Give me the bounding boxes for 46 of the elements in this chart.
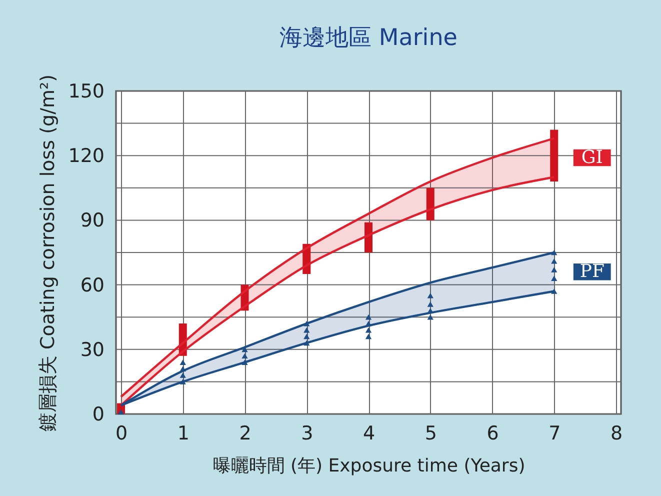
y-tick-label: 0	[92, 404, 104, 426]
point	[304, 327, 310, 333]
point	[365, 314, 372, 320]
point	[304, 340, 310, 346]
x-axis-title: 曝曬時間 (年) Exposure time (Years)	[212, 456, 526, 476]
point	[551, 288, 558, 294]
point	[242, 353, 248, 359]
bar	[550, 130, 558, 182]
x-tick-label: 7	[548, 422, 561, 444]
point	[180, 366, 186, 372]
point	[551, 267, 558, 272]
point	[180, 372, 186, 378]
point	[365, 334, 372, 340]
point	[551, 258, 558, 264]
point	[180, 379, 186, 384]
point	[304, 320, 310, 326]
y-tick-label: 90	[80, 210, 104, 232]
point	[365, 320, 372, 326]
point	[427, 302, 434, 307]
x-tick-label: 0	[115, 422, 128, 444]
bar	[426, 188, 434, 220]
y-axis-title: 鍍層損失 Coating corrosion loss (g/m²)	[37, 74, 60, 432]
x-tick-label: 4	[362, 422, 376, 444]
x-tick-label: 3	[301, 422, 314, 444]
point	[427, 308, 434, 314]
x-tick-label: 1	[177, 422, 190, 444]
point	[365, 327, 372, 333]
point	[180, 360, 186, 365]
point	[304, 334, 310, 340]
x-tick-label: 5	[424, 422, 437, 444]
point	[551, 250, 558, 256]
point	[242, 360, 248, 365]
y-tick-label: 30	[80, 338, 104, 361]
series-label: GI	[581, 146, 603, 168]
series-label: PF	[580, 260, 604, 282]
point	[427, 314, 434, 320]
x-tick-label: 8	[610, 422, 623, 444]
point	[551, 276, 558, 282]
y-tick-label: 150	[68, 80, 104, 102]
chart-title: 海邊地區 Marine	[280, 24, 458, 51]
y-tick-label: 60	[80, 274, 104, 296]
x-tick-label: 6	[486, 422, 499, 444]
bar	[364, 222, 372, 252]
point	[427, 292, 434, 298]
y-tick-label: 120	[68, 145, 104, 168]
x-tick-label: 2	[239, 422, 252, 444]
